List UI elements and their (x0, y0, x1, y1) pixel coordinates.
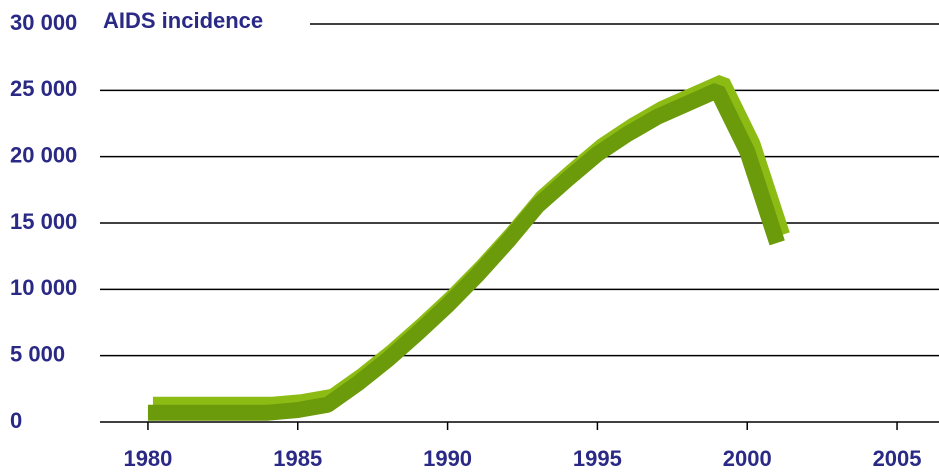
y-tick-label: 30 000 (10, 10, 77, 35)
x-tick-label: 1980 (123, 446, 172, 471)
y-tick-label: 0 (10, 408, 22, 433)
y-tick-label: 10 000 (10, 275, 77, 300)
chart-title: AIDS incidence (103, 8, 263, 33)
x-tick-label: 2005 (873, 446, 922, 471)
y-tick-label: 20 000 (10, 142, 77, 167)
y-tick-label: 5 000 (10, 341, 65, 366)
x-tick-label: 2000 (723, 446, 772, 471)
y-tick-label: 15 000 (10, 209, 77, 234)
x-tick-label: 1990 (423, 446, 472, 471)
line (147, 83, 785, 421)
x-tick-label: 1985 (273, 446, 322, 471)
y-tick-label: 25 000 (10, 76, 77, 101)
x-tick-label: 1995 (573, 446, 622, 471)
